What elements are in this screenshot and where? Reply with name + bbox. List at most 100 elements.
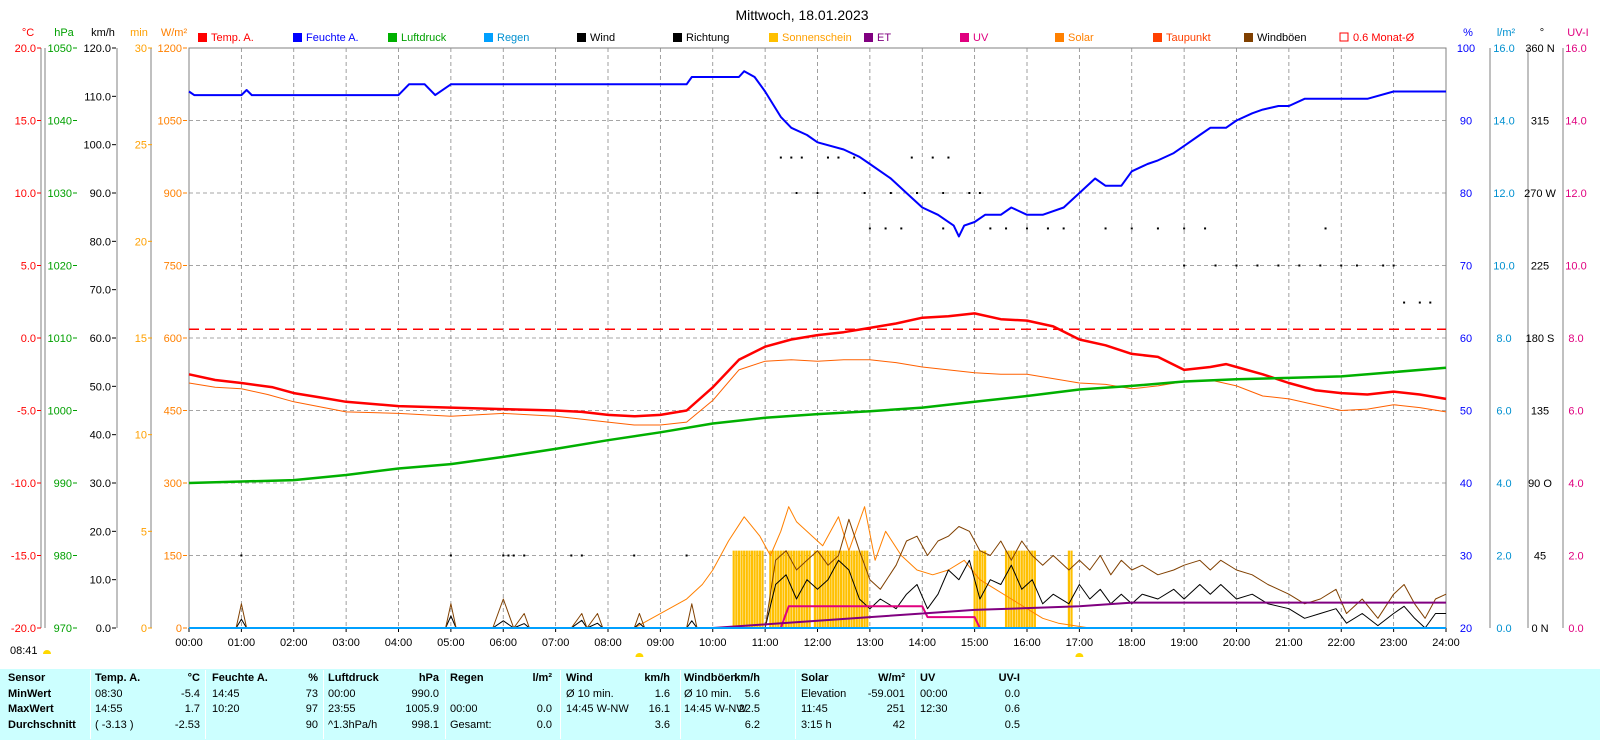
table-separator	[445, 670, 446, 739]
legend-label: Wind	[590, 32, 615, 44]
uv-tick-label: 4.0	[1568, 478, 1583, 490]
table-row-cell: -59.001	[867, 687, 905, 700]
series-et	[189, 601, 1446, 629]
table-row-cell: 23:55	[328, 703, 356, 715]
series-feuchte-a-	[188, 70, 1446, 238]
x-tick-label: 08:00	[594, 637, 622, 649]
legend-swatch	[960, 33, 969, 42]
legend-label: Luftdruck	[401, 32, 447, 44]
chart-title: Mittwoch, 18.01.2023	[735, 7, 868, 23]
direction-point	[989, 227, 992, 230]
solar-tick-label: 150	[164, 551, 182, 563]
solar-tick-label: 750	[164, 261, 182, 273]
wind-tick-label: 70.0	[90, 285, 111, 297]
legend-swatch	[198, 33, 207, 42]
direction-point	[1403, 301, 1406, 304]
table-row-cell: Ø 10 min.	[566, 687, 614, 700]
rain-tick-label: 14.0	[1493, 116, 1514, 128]
legend-label: Solar	[1068, 32, 1094, 44]
legend-item: Luftdruck	[388, 32, 447, 44]
direction-point	[916, 192, 919, 194]
sunshine-bars	[732, 550, 1073, 628]
direction-point	[795, 192, 798, 194]
table-separator	[560, 670, 561, 739]
x-tick-label: 12:00	[804, 637, 832, 649]
solar-tick-label: 600	[164, 333, 182, 345]
humidity-tick-label: 90	[1460, 116, 1472, 128]
rain-tick-label: 12.0	[1493, 188, 1514, 200]
sun-icon	[42, 650, 51, 654]
table-row-cell: 6.2	[744, 718, 760, 731]
table-separator	[205, 670, 206, 739]
direction-point	[1005, 227, 1008, 230]
humidity-tick-label: 30	[1460, 551, 1472, 563]
direction-point	[1026, 227, 1028, 230]
table-row-cell: 97	[305, 703, 318, 715]
direction-point	[931, 156, 934, 159]
table-row-cell: 00:00	[328, 687, 356, 700]
uv-tick-label: 16.0	[1565, 43, 1586, 55]
legend-label: Regen	[497, 32, 529, 44]
table-row-cell: 12:30	[920, 703, 948, 715]
table-row-cell: 08:30	[95, 687, 123, 700]
direction-point	[1319, 264, 1322, 267]
direction-point	[1392, 264, 1395, 267]
direction-point	[816, 192, 819, 194]
table-header-cell: km/h	[644, 672, 670, 684]
solar-unit-label: W/m²	[161, 27, 188, 39]
x-tick-label: 01:00	[228, 637, 256, 649]
wind-tick-label: 50.0	[90, 381, 111, 393]
legend-item: Richtung	[673, 32, 729, 44]
uv-tick-label: 12.0	[1565, 188, 1586, 200]
direction-tick-label: 180 S	[1526, 333, 1555, 345]
uv-tick-label: 10.0	[1565, 261, 1586, 273]
x-tick-label: 15:00	[961, 637, 989, 649]
pressure-tick-label: 1030	[48, 188, 72, 200]
direction-point	[1104, 227, 1107, 230]
direction-tick-label: 45	[1534, 551, 1546, 563]
legend-swatch	[864, 33, 873, 42]
legend-swatch	[769, 33, 778, 42]
solar-tick-label: 900	[164, 188, 182, 200]
table-row-cell: 3:15 h	[801, 718, 832, 731]
table-row-cell: 22.5	[738, 703, 760, 715]
sunmin-tick-label: 0	[141, 623, 147, 635]
table-header-cell: UV-I	[998, 672, 1020, 684]
legend-swatch	[1055, 33, 1064, 42]
pressure-tick-label: 990	[54, 478, 72, 490]
table-row-cell: 0.0	[1004, 687, 1020, 700]
legend-label: Feuchte A.	[306, 32, 359, 44]
table-header-cell: Feuchte A.	[212, 672, 268, 684]
table-row-cell: 73	[305, 687, 318, 700]
series-taupunkt	[188, 359, 1447, 426]
solar-tick-label: 1050	[158, 116, 182, 128]
sunmin-tick-label: 5	[141, 526, 147, 538]
legend-item: Windböen	[1244, 32, 1307, 44]
direction-unit-label: °	[1540, 27, 1544, 39]
x-tick-label: 05:00	[437, 637, 465, 649]
legend-item: Solar	[1055, 32, 1094, 44]
data-series	[188, 70, 1447, 629]
direction-point	[889, 192, 892, 194]
x-tick-label: 24:00	[1432, 637, 1460, 649]
direction-point	[1355, 264, 1358, 267]
direction-tick-label: 0 N	[1531, 623, 1548, 635]
wind-tick-label: 10.0	[90, 575, 111, 587]
legend-swatch	[577, 33, 586, 42]
direction-point	[1183, 264, 1186, 267]
stats-table: Sensor Temp. A. °C Feuchte A.% Luftdruck hPa R…	[0, 669, 1600, 740]
legend-item: ET	[864, 32, 891, 44]
table-row-cell: 16.1	[648, 703, 670, 715]
rain-tick-label: 0.0	[1496, 623, 1511, 635]
direction-point	[1324, 227, 1327, 230]
x-tick-label: 09:00	[647, 637, 675, 649]
temp-unit-label: °C	[22, 27, 34, 39]
legend-swatch	[1339, 32, 1349, 42]
rain-tick-label: 4.0	[1496, 478, 1511, 490]
direction-point	[685, 554, 688, 557]
direction-point	[1156, 227, 1159, 230]
table-header-cell: W/m²	[878, 672, 905, 684]
humidity-unit-label: %	[1463, 27, 1473, 39]
pressure-unit-label: hPa	[54, 27, 74, 39]
direction-points	[240, 156, 1432, 557]
